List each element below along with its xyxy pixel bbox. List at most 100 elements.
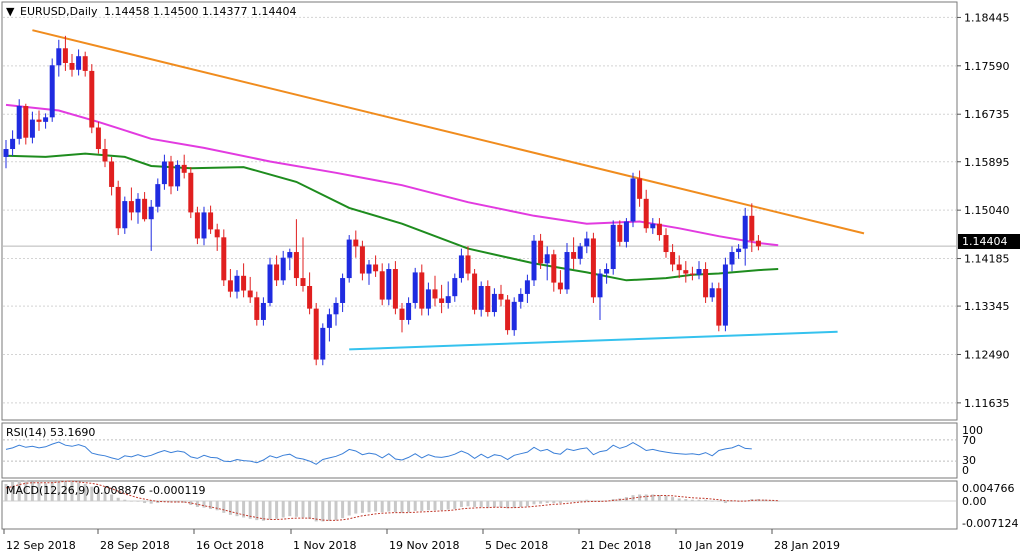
macd-histogram-bar xyxy=(242,501,246,518)
candle-body xyxy=(722,264,728,326)
macd-histogram-bar xyxy=(321,501,325,522)
macd-histogram-bar xyxy=(347,501,351,516)
candle-body xyxy=(590,238,596,298)
candle-body xyxy=(188,172,194,213)
macd-histogram-bar xyxy=(558,501,562,504)
candle-body xyxy=(709,288,715,298)
symbol-label: EURUSD,Daily xyxy=(20,5,98,18)
macd-histogram-bar xyxy=(96,489,100,502)
candle-body xyxy=(247,290,253,298)
candle-body xyxy=(432,289,438,299)
candle-body xyxy=(313,308,319,360)
macd-histogram-bar xyxy=(248,501,252,519)
macd-histogram-bar xyxy=(552,501,556,504)
candle-body xyxy=(102,149,108,162)
candle-body xyxy=(208,212,214,230)
candle-body xyxy=(472,273,478,310)
candle-body xyxy=(406,302,412,320)
candle-body xyxy=(181,164,187,173)
macd-histogram-bar xyxy=(770,500,774,502)
rsi-line-group xyxy=(3,439,956,465)
candle-body xyxy=(142,198,148,220)
macd-histogram-bar xyxy=(684,499,688,502)
candle-body xyxy=(293,252,299,279)
main-panel-frame xyxy=(1,1,958,421)
candle-body xyxy=(445,296,451,303)
macd-signal-line xyxy=(5,480,779,521)
candle-body xyxy=(373,264,379,272)
macd-histogram-bar xyxy=(24,480,28,502)
candle-body xyxy=(307,285,313,309)
candle-body xyxy=(194,212,200,239)
macd-histogram-bar xyxy=(63,480,67,502)
candlesticks xyxy=(3,35,761,366)
candle-body xyxy=(69,62,75,70)
candle-body xyxy=(485,285,491,313)
macd-histogram-bar xyxy=(420,501,424,511)
macd-histogram-bar xyxy=(433,501,437,511)
macd-histogram-bar xyxy=(690,499,694,502)
macd-histogram-bar xyxy=(228,501,232,515)
macd-histogram-bar xyxy=(486,501,490,508)
macd-histogram-bar xyxy=(717,501,721,502)
candle-body xyxy=(676,264,682,271)
price-axis: 1.18445 1.17590 1.16735 1.15895 1.15040 1.141… xyxy=(957,11,1010,410)
macd-histogram-bar xyxy=(723,501,727,504)
candle-body xyxy=(518,293,524,302)
macd-histogram-bar xyxy=(413,501,417,511)
candle-body xyxy=(571,252,577,259)
candle-body xyxy=(656,223,662,236)
macd-histogram-bar xyxy=(393,501,397,513)
candle-body xyxy=(201,212,207,239)
macd-histogram-bar xyxy=(367,501,371,513)
macd-histogram-bar xyxy=(116,497,120,502)
candle-body xyxy=(623,221,629,242)
candle-body xyxy=(135,198,141,213)
y-tick-label: 1.12490 xyxy=(964,348,1010,361)
candle-body xyxy=(663,235,669,253)
macd-histogram-bar xyxy=(354,501,358,514)
macd-histogram-bar xyxy=(453,501,457,509)
candle-body xyxy=(62,48,68,63)
candle-body xyxy=(346,239,352,279)
candle-body xyxy=(637,178,643,199)
candle-body xyxy=(689,273,695,275)
macd-histogram-bar xyxy=(149,501,153,504)
macd-histogram-bar xyxy=(294,501,298,517)
y-tick-label: 1.17590 xyxy=(964,60,1010,73)
candle-body xyxy=(353,239,359,247)
candle-body xyxy=(511,301,517,331)
macd-histogram-bar xyxy=(651,494,655,502)
macd-histogram-bar xyxy=(479,501,483,507)
macd-histogram-bar xyxy=(195,501,199,507)
candle-body xyxy=(359,246,365,274)
candle-body xyxy=(538,240,544,264)
candle-body xyxy=(155,184,161,207)
macd-histogram-bar xyxy=(572,501,576,502)
macd-histogram-bar xyxy=(459,501,463,507)
candle-body xyxy=(43,117,49,122)
candle-body xyxy=(551,254,557,283)
macd-histogram-bar xyxy=(380,501,384,513)
macd-histogram-bar xyxy=(664,495,668,502)
candle-body xyxy=(524,280,530,294)
candle-body xyxy=(49,65,55,118)
candle-body xyxy=(109,161,115,187)
macd-histogram-bar xyxy=(4,483,8,502)
macd-histogram-bar xyxy=(83,483,87,502)
candle-body xyxy=(267,264,273,303)
candle-body xyxy=(221,237,227,281)
macd-label: MACD(12,26,9) 0.008876 -0.000119 xyxy=(6,484,205,497)
macd-tick-top: 0.004766 xyxy=(962,482,1015,495)
candle-body xyxy=(505,299,511,331)
macd-histogram-bar xyxy=(57,480,61,502)
macd-histogram-bar xyxy=(532,501,536,505)
candle-body xyxy=(736,248,742,253)
moving-average-line xyxy=(5,103,779,247)
candle-body xyxy=(755,240,761,247)
macd-histogram-bar xyxy=(50,482,54,502)
candle-body xyxy=(326,314,332,328)
y-tick-label: 1.18445 xyxy=(964,11,1010,24)
x-tick-label: 28 Jan 2019 xyxy=(774,539,840,552)
candle-body xyxy=(670,252,676,265)
